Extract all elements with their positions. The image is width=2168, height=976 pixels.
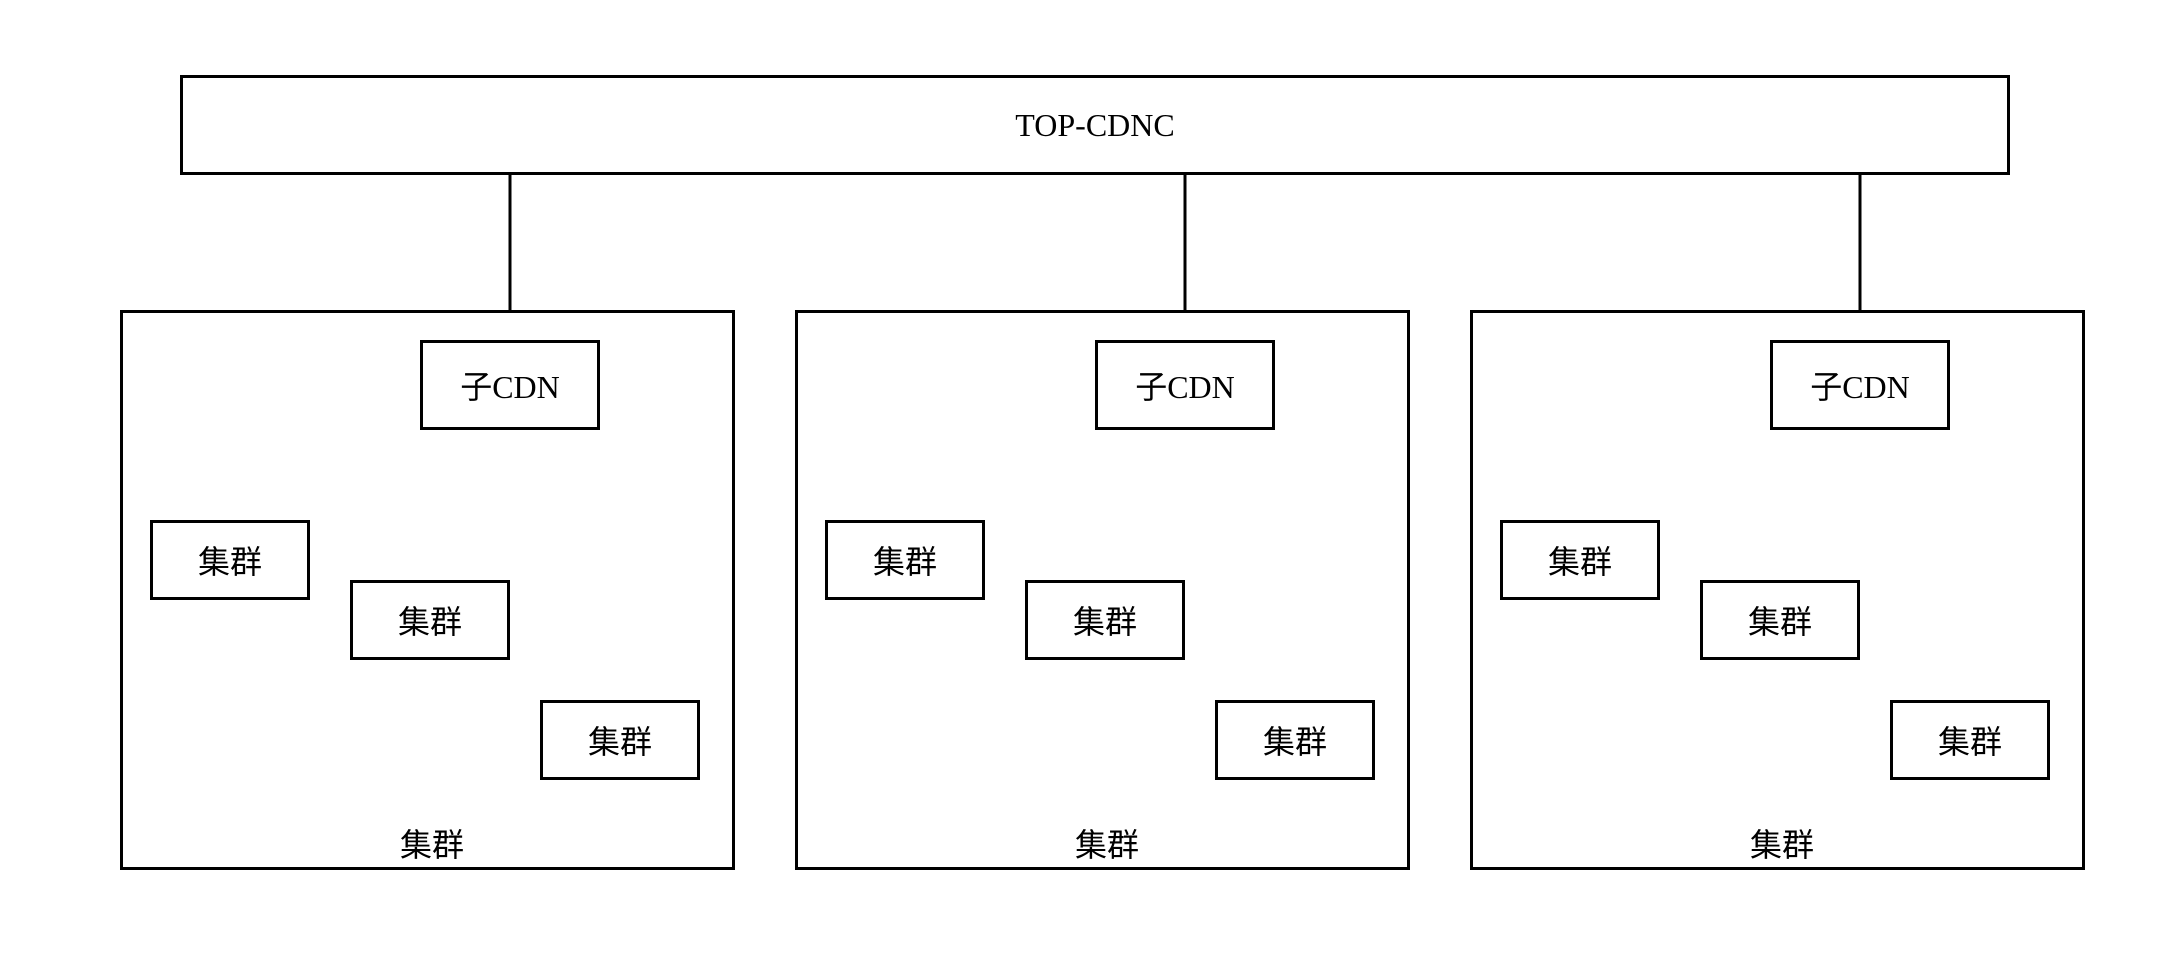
cluster-node: 集群 (1215, 700, 1375, 780)
cluster-node: 集群 (825, 520, 985, 600)
cluster-node: 集群 (1890, 700, 2050, 780)
region-label-2: 集群 (1750, 820, 1814, 866)
cluster-node: 集群 (1700, 580, 1860, 660)
cdn-hierarchy-diagram: TOP-CDNC 子CDN 集群 集群 集群 集群 子CDN 集群 集群 集群 … (20, 20, 2168, 956)
cluster-node: 集群 (1025, 580, 1185, 660)
cluster-node: 集群 (540, 700, 700, 780)
region-label-0: 集群 (400, 820, 464, 866)
cluster-node: 集群 (150, 520, 310, 600)
sub-cdn-node-0: 子CDN (420, 340, 600, 430)
region-label-1: 集群 (1075, 820, 1139, 866)
cluster-node: 集群 (350, 580, 510, 660)
sub-cdn-node-2: 子CDN (1770, 340, 1950, 430)
root-node: TOP-CDNC (180, 75, 2010, 175)
cluster-node: 集群 (1500, 520, 1660, 600)
sub-cdn-node-1: 子CDN (1095, 340, 1275, 430)
